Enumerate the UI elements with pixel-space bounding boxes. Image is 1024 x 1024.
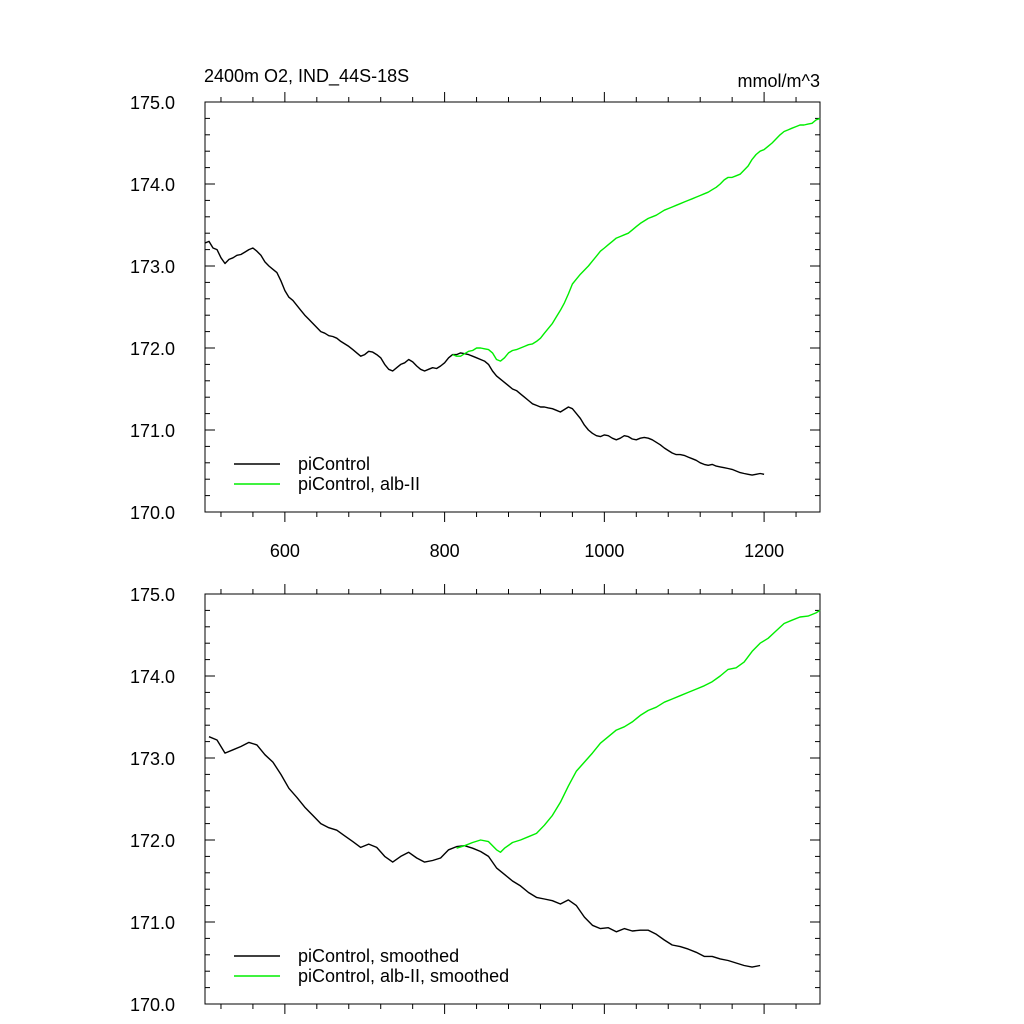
bottom-ytick-label: 171.0: [130, 913, 175, 933]
bottom-series-lines: [208, 609, 821, 968]
top-panel: 170.0 171.0 172.0 173.0 174.0 175.0 600 800 1000…: [130, 92, 821, 561]
top-ytick-label: 175.0: [130, 93, 175, 113]
bottom-ytick-label: 170.0: [130, 995, 175, 1015]
bottom-series-line-0: [208, 736, 761, 968]
top-xtick-label: 1200: [744, 541, 784, 561]
bottom-plot-frame: [204, 593, 821, 1005]
bottom-panel: 170.0 171.0 172.0 173.0 174.0 175.0 piControl…: [130, 584, 821, 1015]
top-ytick-label: 174.0: [130, 175, 175, 195]
top-axis-ticks: [205, 92, 820, 522]
bottom-axis-ticks: [205, 584, 820, 1014]
bottom-legend-label-0: piControl, smoothed: [298, 946, 459, 966]
bottom-ytick-label: 172.0: [130, 831, 175, 851]
top-ytick-label: 173.0: [130, 257, 175, 277]
units-label: mmol/m^3: [738, 71, 820, 91]
bottom-legend-label-1: piControl, alb-II, smoothed: [298, 966, 509, 986]
bottom-series-line-1: [456, 609, 821, 853]
top-xtick-label: 1000: [584, 541, 624, 561]
top-legend-label-0: piControl: [298, 454, 370, 474]
bottom-ytick-label: 175.0: [130, 585, 175, 605]
bottom-ytick-label: 174.0: [130, 667, 175, 687]
bottom-tick-labels: 170.0 171.0 172.0 173.0 174.0 175.0: [130, 585, 175, 1015]
top-ytick-label: 171.0: [130, 421, 175, 441]
top-legend-label-1: piControl, alb-II: [298, 474, 420, 494]
top-plot-frame: [204, 101, 821, 513]
top-xtick-label: 600: [270, 541, 300, 561]
top-series-line-0: [204, 240, 765, 476]
top-ytick-label: 172.0: [130, 339, 175, 359]
bottom-ytick-label: 173.0: [130, 749, 175, 769]
top-xtick-label: 800: [430, 541, 460, 561]
top-ytick-label: 170.0: [130, 503, 175, 523]
top-tick-labels: 170.0 171.0 172.0 173.0 174.0 175.0 600 800 1000…: [130, 93, 784, 561]
top-series-line-1: [452, 117, 821, 362]
top-series-lines: [204, 117, 821, 476]
chart-title: 2400m O2, IND_44S-18S: [204, 66, 409, 87]
